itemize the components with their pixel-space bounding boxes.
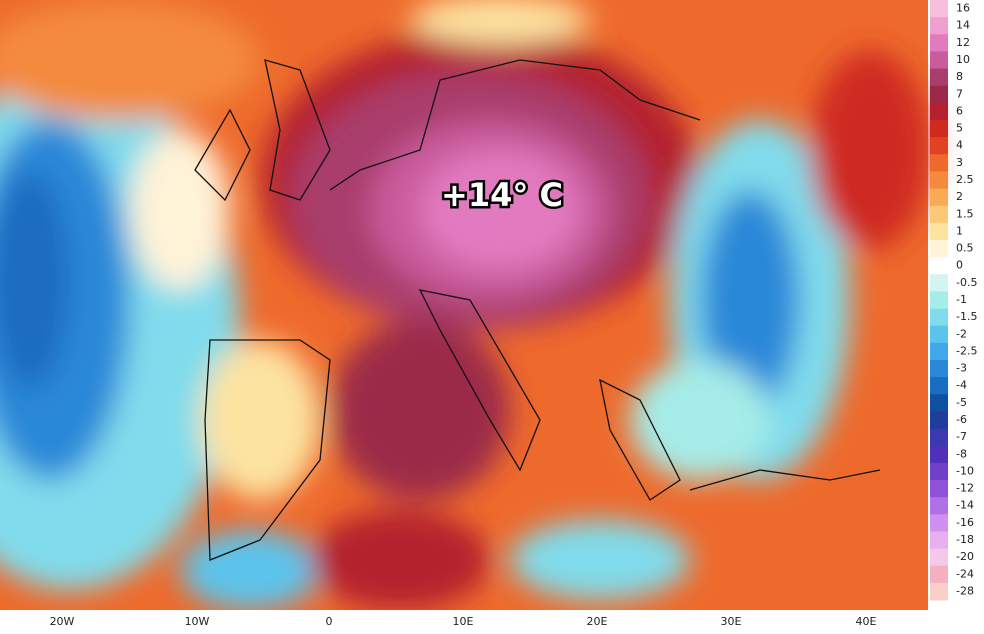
colorbar-swatch [930,34,948,52]
colorbar-label: -1 [956,293,967,306]
colorbar-swatch [930,240,948,258]
colorbar-label: -4 [956,379,967,392]
colorbar-swatch [930,308,948,327]
colorbar-swatch [930,120,948,138]
colorbar-swatch [930,51,948,70]
coastlines [194,59,881,561]
colorbar-label: -18 [956,533,974,546]
colorbar-swatch [930,582,948,601]
colorbar-swatch [930,154,948,172]
colorbar-label: -5 [956,396,967,409]
colorbar-label: 2 [956,190,963,203]
colorbar-label: -0.5 [956,276,977,289]
colorbar-swatch [930,531,948,550]
colorbar-label: -16 [956,516,974,529]
colorbar-swatch [930,428,948,447]
colorbar-label: 0.5 [956,242,974,255]
colorbar-label: 16 [956,2,970,15]
longitude-label: 40E [856,615,877,628]
annotation: +14° C [441,176,563,214]
colorbar-swatch [930,462,948,481]
colorbar-label: 1.5 [956,207,974,220]
colorbar-swatch [930,171,948,190]
colorbar-label: -6 [956,413,967,426]
colorbar-swatch [930,394,948,412]
x-axis: 20W 10W 0 10E 20E 30E 40E [50,615,877,628]
colorbar-label: -12 [956,482,974,495]
colorbar-label: -7 [956,430,967,443]
colorbar-swatch [930,274,948,292]
colorbar-label: 7 [956,87,963,100]
colorbar-swatch [930,257,948,275]
longitude-label: 10E [453,615,474,628]
colorbar-swatch [930,445,948,464]
colorbar-label: -14 [956,499,974,512]
colorbar-swatch [930,85,948,104]
anomaly-field [0,0,930,610]
colorbar-swatch [930,102,948,121]
colorbar-swatch [930,377,948,395]
axis-band [0,610,928,630]
colorbar-label: 6 [956,104,963,117]
colorbar-swatch [930,137,948,155]
colorbar-label: 2.5 [956,173,974,186]
longitude-label: 20E [587,615,608,628]
colorbar-label: 14 [956,19,970,32]
colorbar-label: -3 [956,362,967,375]
colorbar-swatch [930,0,948,18]
colorbar-swatch [930,291,948,310]
colorbar-label: -1.5 [956,310,977,323]
colorbar-swatch [930,342,948,361]
colorbar-label: -2.5 [956,344,977,357]
longitude-label: 0 [326,615,333,628]
colorbar-swatch [930,68,948,87]
colorbar-label: -8 [956,447,967,460]
colorbar: 16 14 12 10 8 7 6 5 4 3 2.5 2 1.5 1 0.5 0 -0.5 -1 -1.5 -2 -2… [930,0,977,601]
colorbar-swatch [930,548,948,567]
colorbar-swatch [930,17,948,35]
colorbar-swatch [930,205,948,224]
colorbar-swatch [930,497,948,515]
longitude-label: 30E [721,615,742,628]
colorbar-label: 3 [956,156,963,169]
colorbar-label: -10 [956,464,974,477]
colorbar-label: -20 [956,550,974,563]
colorbar-swatch [930,565,948,584]
colorbar-swatch [930,480,948,498]
colorbar-label: 8 [956,70,963,83]
colorbar-swatch [930,514,948,532]
colorbar-swatch [930,325,948,344]
colorbar-label: 10 [956,53,970,66]
colorbar-label: 4 [956,139,963,152]
colorbar-label: 1 [956,224,963,237]
colorbar-label: -2 [956,327,967,340]
longitude-label: 20W [50,615,75,628]
colorbar-label: 5 [956,122,963,135]
colorbar-swatch [930,188,948,207]
colorbar-label: -24 [956,567,974,580]
longitude-label: 10W [185,615,210,628]
colorbar-swatch [930,222,948,241]
colorbar-swatch [930,360,948,378]
colorbar-label: 12 [956,36,970,49]
colorbar-label: 0 [956,259,963,272]
colorbar-label: -28 [956,584,974,597]
colorbar-swatch [930,411,948,430]
